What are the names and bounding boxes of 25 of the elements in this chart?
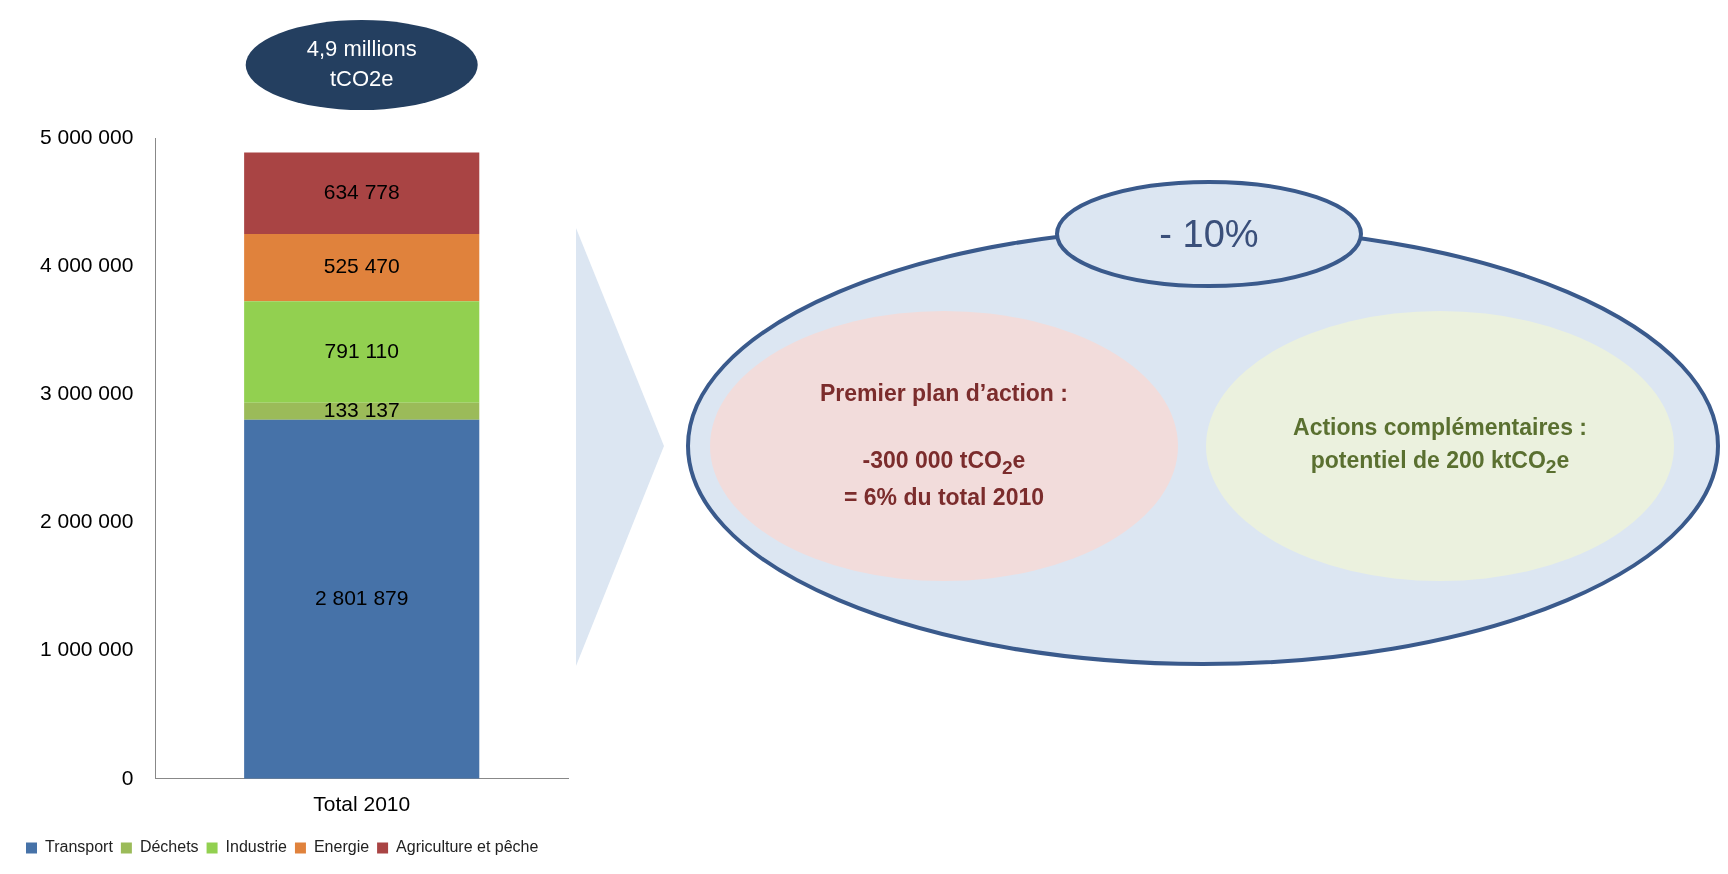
legend-label: Agriculture et pêche: [396, 838, 539, 856]
data-label: 525 470: [323, 254, 400, 278]
data-label: 791 110: [324, 338, 399, 362]
y-tick-label: 1 000 000: [39, 637, 134, 661]
data-label: 2 801 879: [314, 586, 409, 610]
y-tick-label: 0: [121, 765, 134, 789]
y-tick-label: 5 000 000: [39, 124, 134, 148]
legend-label: Déchets: [139, 838, 199, 856]
legend-label: Industrie: [225, 838, 288, 856]
data-label: 133 137: [323, 397, 400, 421]
data-label: 634 778: [323, 180, 400, 204]
legend-label: Energie: [313, 838, 370, 856]
y-tick-label: 3 000 000: [39, 381, 134, 405]
y-tick-label: 4 000 000: [39, 252, 134, 276]
legend-label: Transport: [45, 838, 114, 856]
text: Premier plan d’action : -300 000 tCO$_{2}$e = 6% du total 2010: [820, 380, 1068, 511]
text: - 10%: [1158, 212, 1260, 256]
bar: [244, 233, 480, 302]
x-tick-label: Total 2010: [313, 792, 411, 816]
text: Actions complémentaires : potentiel de 200 ktCO$_{2}$e: [1292, 412, 1588, 480]
y-tick-label: 2 000 000: [39, 509, 134, 533]
total-label: 4,9 millions tCO2e: [306, 36, 417, 92]
bar: [244, 301, 480, 403]
bar: [244, 152, 480, 234]
bar: [244, 419, 480, 779]
